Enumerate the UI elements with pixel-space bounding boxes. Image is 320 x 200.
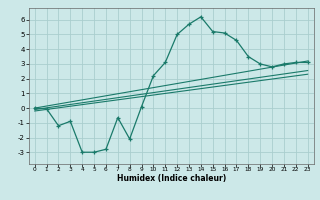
X-axis label: Humidex (Indice chaleur): Humidex (Indice chaleur) bbox=[116, 174, 226, 183]
